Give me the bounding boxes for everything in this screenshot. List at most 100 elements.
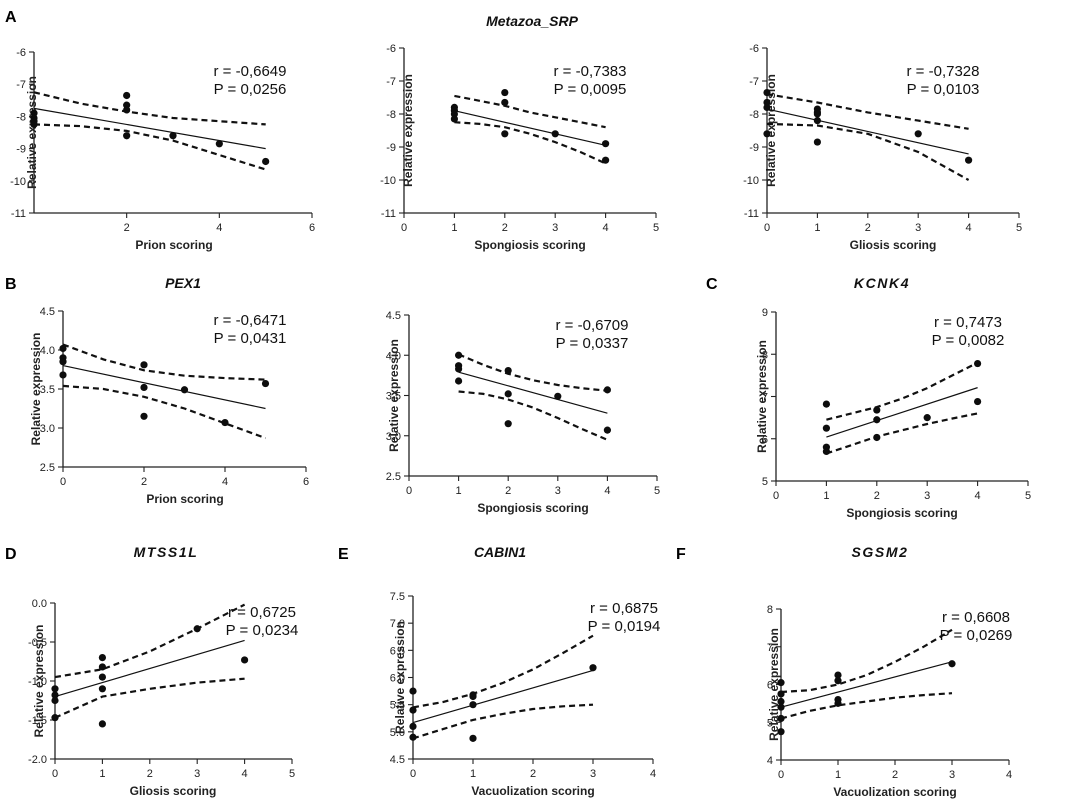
- x-tick-label: 5: [653, 222, 659, 234]
- x-tick-label: 4: [603, 222, 609, 234]
- x-tick-label: 3: [949, 769, 955, 781]
- data-point: [974, 359, 982, 368]
- data-point: [409, 687, 417, 695]
- data-point: [59, 344, 67, 353]
- data-point: [777, 714, 785, 723]
- p-value-label: P = 0,0337: [556, 335, 629, 352]
- data-point: [51, 685, 59, 693]
- chart-e-vacuolization: 4.5 5.0 5.5 6.0 6.5 7.0 7.5 0 1 2 3 4 Vacuolization …: [390, 591, 661, 798]
- r-value-label: r = 0,6725: [228, 604, 296, 621]
- y-tick-label: 5: [762, 476, 768, 488]
- x-tick-label: 2: [141, 476, 147, 488]
- x-tick-label: 3: [552, 222, 558, 234]
- y-axis-title: Relative expression: [25, 76, 39, 189]
- data-point: [221, 418, 229, 427]
- p-value-label: P = 0,0082: [932, 332, 1005, 349]
- ci-lower-band: [458, 390, 608, 441]
- data-point: [603, 386, 612, 394]
- y-tick-label: 8: [762, 349, 768, 361]
- y-axis-title: Relative expression: [755, 340, 769, 453]
- data-point: [763, 88, 771, 97]
- x-tick-label: 0: [773, 490, 779, 502]
- r-value-label: r = -0,7328: [907, 63, 980, 80]
- x-tick-label: 4: [604, 485, 610, 497]
- x-tick-label: 4: [222, 476, 228, 488]
- y-tick-label: -9: [749, 142, 759, 154]
- r-value-label: r = 0,6608: [942, 609, 1010, 626]
- chart-f-vacuolization: 4 5 6 7 8 0 1 2 3 4 Vacuolization scoring Relative …: [767, 604, 1012, 799]
- x-axis-title: Spongiosis scoring: [846, 506, 957, 520]
- ci-upper-band: [826, 361, 979, 421]
- data-point: [777, 697, 785, 706]
- x-tick-label: 2: [124, 222, 130, 234]
- x-tick-label: 3: [924, 490, 930, 502]
- x-tick-label: 1: [814, 222, 820, 234]
- data-point: [409, 706, 417, 714]
- data-point: [261, 379, 270, 388]
- data-point: [551, 130, 559, 138]
- regression-line: [826, 387, 978, 438]
- y-tick-label: -9: [386, 142, 396, 154]
- regression-line: [33, 107, 266, 150]
- ci-lower-band: [780, 692, 953, 720]
- ci-lower-band: [766, 122, 970, 181]
- chart-title-mtss1l: MTSS1L: [134, 544, 199, 560]
- y-tick-label: 5: [767, 717, 773, 729]
- data-point: [873, 416, 881, 424]
- x-tick-label: 2: [865, 222, 871, 234]
- y-tick-label: 7.0: [390, 618, 405, 630]
- data-point: [501, 88, 509, 97]
- data-point: [501, 98, 509, 107]
- data-point: [501, 130, 509, 138]
- data-point: [589, 664, 597, 672]
- data-point: [98, 720, 106, 728]
- x-tick-label: 0: [52, 768, 58, 780]
- y-axis-title: Relative expression: [387, 339, 401, 452]
- regression-line: [780, 661, 953, 708]
- ci-lower-band: [33, 123, 267, 171]
- chart-title-metazoa-srp: Metazoa_SRP: [486, 13, 578, 29]
- y-tick-label: -7: [749, 76, 759, 88]
- data-point: [193, 625, 201, 633]
- x-tick-label: 3: [194, 768, 200, 780]
- ci-upper-band: [780, 628, 953, 694]
- y-tick-label: -10: [743, 175, 759, 187]
- chart-b-prion: 2.5 3.0 3.5 4.0 4.5 0 2 4 6 Prion scoring Relative…: [29, 306, 309, 506]
- y-tick-label: 6: [767, 680, 773, 692]
- ci-upper-band: [454, 94, 606, 129]
- data-point: [51, 691, 59, 699]
- y-tick-label: 6: [762, 434, 768, 446]
- data-point: [59, 371, 67, 379]
- ci-lower-band: [62, 384, 266, 440]
- data-point: [603, 426, 612, 434]
- y-tick-label: -10: [10, 176, 26, 188]
- ci-upper-band: [33, 91, 266, 126]
- x-axis-title: Prion scoring: [135, 238, 212, 252]
- y-tick-label: 7.5: [390, 591, 405, 603]
- y-tick-label: -10: [380, 175, 396, 187]
- chart-c-spongiosis: 5 6 7 8 9 0 1 2 3 4 5 Spongiosis scoring Relative ex…: [755, 307, 1031, 520]
- x-tick-label: 3: [915, 222, 921, 234]
- chart-title-kcnk4: KCNK4: [854, 275, 910, 291]
- x-tick-label: 4: [242, 768, 248, 780]
- y-tick-label: -0.5: [28, 637, 47, 649]
- ci-lower-band: [826, 412, 978, 455]
- data-point: [504, 390, 512, 398]
- data-point: [822, 400, 831, 408]
- data-point: [98, 685, 106, 693]
- chart-b-spongiosis: 2.5 3.0 3.5 4.0 4.5 0 1 2 3 4 5 Spongiosis scoring R…: [386, 310, 660, 515]
- data-point: [262, 157, 270, 166]
- x-tick-label: 0: [406, 485, 412, 497]
- data-point: [123, 132, 131, 140]
- p-value-label: P = 0,0194: [588, 618, 661, 635]
- x-tick-label: 3: [590, 768, 596, 780]
- x-tick-label: 2: [502, 222, 508, 234]
- x-axis-title: Gliosis scoring: [850, 238, 937, 252]
- y-axis-title: Relative expression: [401, 74, 415, 187]
- x-tick-label: 5: [289, 768, 295, 780]
- data-point: [409, 722, 417, 731]
- y-tick-label: -1.5: [28, 715, 47, 727]
- x-axis-title: Prion scoring: [146, 492, 223, 506]
- data-point: [30, 120, 38, 129]
